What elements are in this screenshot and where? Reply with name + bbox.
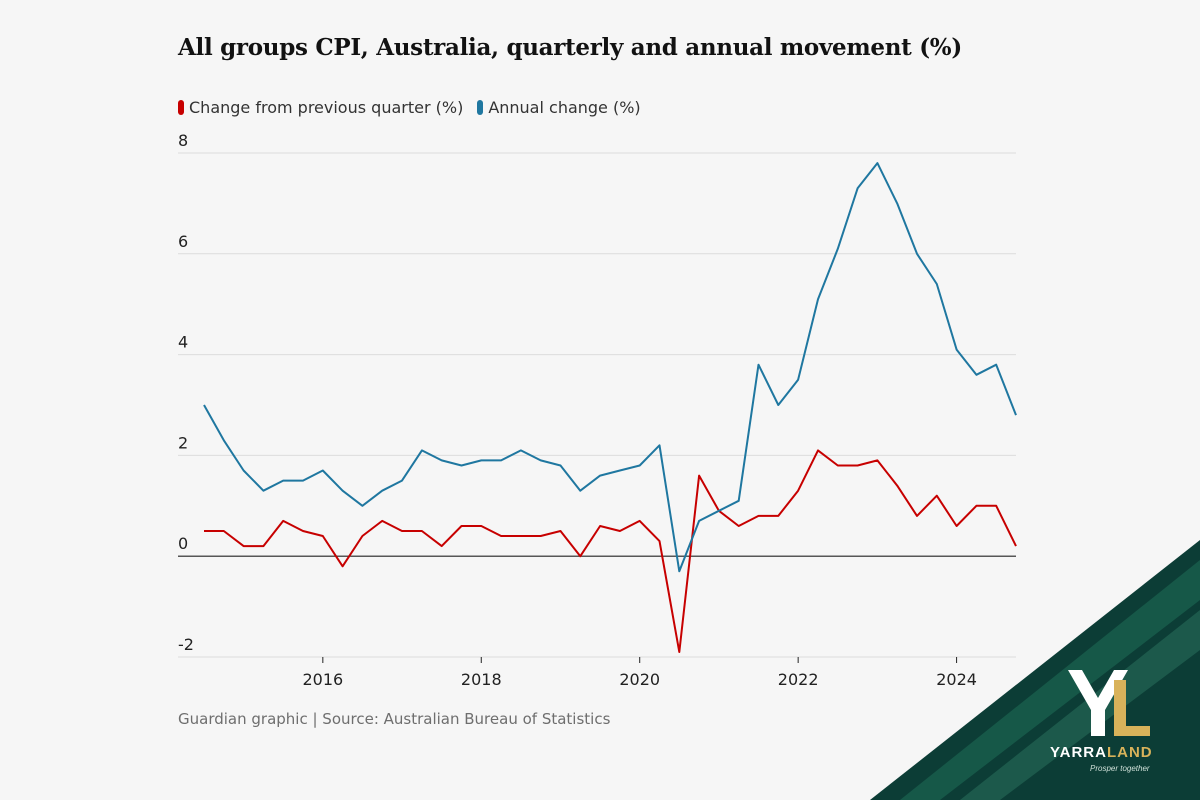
brand-tagline: Prosper together xyxy=(1090,764,1150,773)
source-note: Guardian graphic | Source: Australian Bu… xyxy=(178,710,611,728)
series-lines xyxy=(203,162,1017,653)
y-tick-label: -2 xyxy=(178,635,194,654)
legend-swatch-quarterly xyxy=(178,100,184,115)
y-tick-label: 6 xyxy=(178,232,188,251)
x-tick-label: 2024 xyxy=(936,670,977,689)
legend-item-quarterly: Change from previous quarter (%) xyxy=(178,98,463,117)
gridlines xyxy=(178,152,1016,658)
x-axis-ticks: 2016 2018 2020 2022 2024 xyxy=(302,657,977,689)
chart-title: All groups CPI, Australia, quarterly and… xyxy=(178,34,962,61)
y-tick-label: 4 xyxy=(178,333,188,352)
brand-banner-stripe-light xyxy=(960,610,1200,800)
brand-name: YARRALAND xyxy=(1050,744,1153,761)
brand-corner-banner xyxy=(870,540,1200,800)
x-tick-label: 2022 xyxy=(778,670,819,689)
x-tick-label: 2020 xyxy=(619,670,660,689)
y-tick-label: 0 xyxy=(178,534,188,553)
legend-item-annual: Annual change (%) xyxy=(477,98,641,117)
x-tick-label: 2016 xyxy=(302,670,343,689)
legend-swatch-annual xyxy=(477,100,484,115)
brand-logo-icon xyxy=(1068,670,1150,736)
legend-label-annual: Annual change (%) xyxy=(488,98,641,117)
x-tick-label: 2018 xyxy=(461,670,502,689)
y-tick-label: 2 xyxy=(178,433,188,452)
y-tick-label: 8 xyxy=(178,131,188,150)
chart-legend: Change from previous quarter (%) Annual … xyxy=(178,98,641,117)
series-line-annual xyxy=(203,162,1017,573)
legend-label-quarterly: Change from previous quarter (%) xyxy=(189,98,464,117)
series-line-quarterly xyxy=(204,449,1017,653)
brand-banner-stripe xyxy=(900,560,1200,800)
y-axis-ticks: -2 0 2 4 6 8 xyxy=(178,131,194,654)
